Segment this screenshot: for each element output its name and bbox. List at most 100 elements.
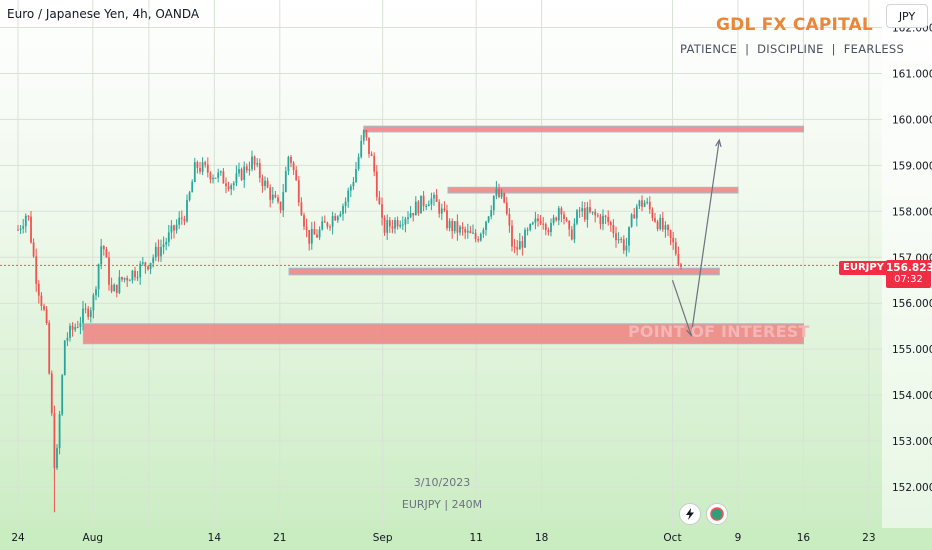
candle-body [487, 216, 490, 222]
candle-body [248, 169, 251, 171]
candle-body [503, 192, 506, 203]
candle-body [87, 308, 90, 317]
candle-body [529, 224, 532, 230]
candle-body [105, 249, 108, 258]
candle-body [154, 246, 157, 258]
candle-body [331, 216, 334, 227]
candle-body [628, 226, 630, 246]
arrow-head [715, 138, 722, 147]
price-value: 156.823 [886, 262, 932, 274]
candle-body [196, 162, 199, 168]
grid [0, 0, 882, 528]
candle-body [352, 182, 355, 187]
candle-body [279, 201, 282, 211]
candle-body [115, 284, 118, 293]
candle-body [669, 230, 672, 238]
time-axis: 24 Aug 14 21 Sep 11 18 Oct 9 16 23 [0, 528, 932, 550]
candle-body [635, 206, 638, 219]
candle-body [108, 257, 110, 285]
candle-body [485, 221, 487, 230]
candle-body [672, 237, 675, 243]
bar-countdown: 07:32 [894, 274, 923, 285]
candle-body [578, 210, 581, 212]
candle-body [45, 309, 48, 323]
candle-body [336, 216, 339, 221]
candle-body [396, 220, 399, 227]
candle-body [69, 325, 71, 338]
candle-body [178, 217, 181, 225]
candle-body [141, 262, 144, 264]
candle-body [110, 284, 113, 292]
candle-body [542, 223, 545, 225]
candle-body [40, 295, 43, 307]
candle-body [74, 327, 77, 330]
candle-body [667, 225, 669, 231]
candle-body [58, 414, 61, 449]
candle-body [550, 223, 552, 233]
candle-body [238, 169, 240, 174]
watermark-symbol: EURJPY | 240M [401, 498, 483, 511]
candle-body [282, 192, 285, 211]
x-tick-label: 23 [862, 532, 875, 544]
candle-body [191, 181, 194, 193]
zone-label: POINT OF INTEREST [628, 322, 810, 341]
candle-body [570, 229, 573, 240]
candle-body [82, 308, 84, 324]
candle-body [604, 215, 607, 217]
candle-body [292, 162, 295, 171]
candle-body [261, 177, 264, 186]
candle-body [620, 239, 623, 241]
candle-body [414, 201, 417, 216]
flash-icon[interactable] [679, 503, 701, 525]
candle-body [305, 226, 308, 230]
candle-body [173, 225, 175, 231]
candle-body [66, 337, 69, 341]
zone-point-of-interest [82, 323, 805, 345]
candle-body [126, 277, 129, 281]
alert-record-icon[interactable] [706, 503, 728, 525]
candle-body [222, 171, 225, 184]
candle-body [102, 246, 105, 250]
candle-body [568, 220, 571, 230]
candle-body [612, 224, 615, 234]
candle-body [459, 226, 461, 233]
candle-body [326, 222, 329, 227]
candle-body [394, 220, 396, 229]
candle-body [214, 177, 217, 179]
candle-body [565, 218, 568, 221]
currency-button[interactable]: JPY [886, 4, 928, 28]
candle-body [490, 210, 493, 217]
x-tick-label: 14 [208, 532, 222, 544]
brand-name: GDL FX CAPITAL [716, 15, 873, 35]
candle-body [144, 262, 147, 267]
candle-body [381, 204, 383, 218]
y-tick-label: 158.000 [892, 206, 932, 218]
candle-body [651, 209, 654, 219]
brand-motto: PATIENCE | DISCIPLINE | FEARLESS [680, 42, 905, 56]
candle-body [35, 256, 38, 284]
candle-body [661, 217, 664, 230]
candle-body [422, 195, 425, 207]
x-tick-label: 24 [11, 532, 25, 544]
candle-body [425, 205, 428, 207]
candle-body [271, 194, 274, 200]
candle-body [19, 228, 22, 230]
candle-body [175, 224, 178, 231]
candle-body [386, 220, 389, 233]
candle-body [344, 201, 347, 207]
candle-body [433, 194, 435, 199]
candle-body [201, 162, 204, 172]
candle-body [443, 208, 446, 211]
chart-title: Euro / Japanese Yen, 4h, OANDA [7, 7, 200, 21]
candle-body [76, 327, 79, 329]
candle-body [368, 137, 370, 155]
candle-body [417, 201, 420, 214]
candle-body [118, 277, 121, 293]
y-tick-label: 156.000 [892, 298, 932, 310]
candle-body [339, 213, 342, 217]
x-tick-label: 21 [273, 532, 286, 544]
candle-body [472, 232, 474, 234]
candle-body [615, 233, 617, 241]
candle-body [448, 221, 451, 229]
